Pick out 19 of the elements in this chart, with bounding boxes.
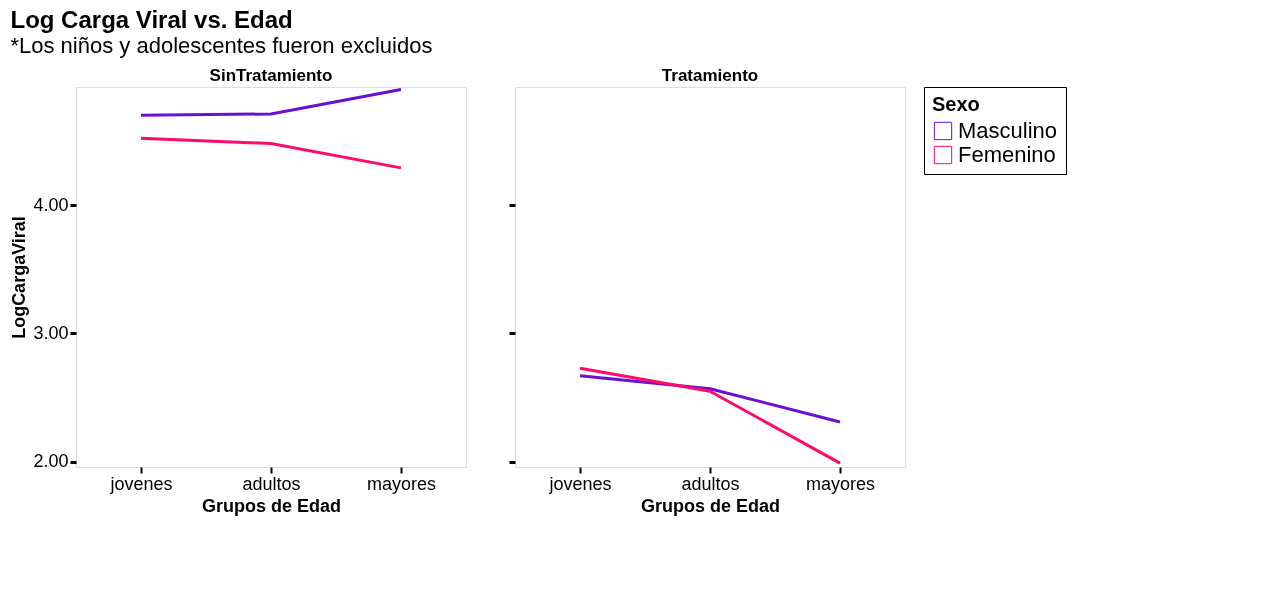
x-axis-title: Grupos de Edad [201,495,342,516]
legend-title: Sexo [932,93,980,115]
legend-label: Femenino [958,142,1056,167]
text: *Los niños y adolescentes fueron excluidos [10,32,433,58]
x-tick-label: adultos [242,473,301,494]
chart-title: SinTratamiento [209,66,333,85]
y-tick-label: 2.00 [33,451,69,472]
chart-title: Tratamiento [661,66,759,85]
x-tick-label: mayores [805,473,876,494]
x-tick-label: jovenes [548,473,612,494]
text: Log Carga Viral vs. Edad [10,5,293,33]
y-tick-label: 4.00 [33,194,69,215]
legend-label: Masculino [958,118,1058,143]
x-tick-label: adultos [681,473,740,494]
x-axis-title: Grupos de Edad [640,495,781,516]
y-tick-label: 3.00 [33,322,69,343]
y-axis-title: LogCargaViral [9,216,30,339]
x-tick-label: mayores [366,473,437,494]
x-tick-label: jovenes [109,473,173,494]
